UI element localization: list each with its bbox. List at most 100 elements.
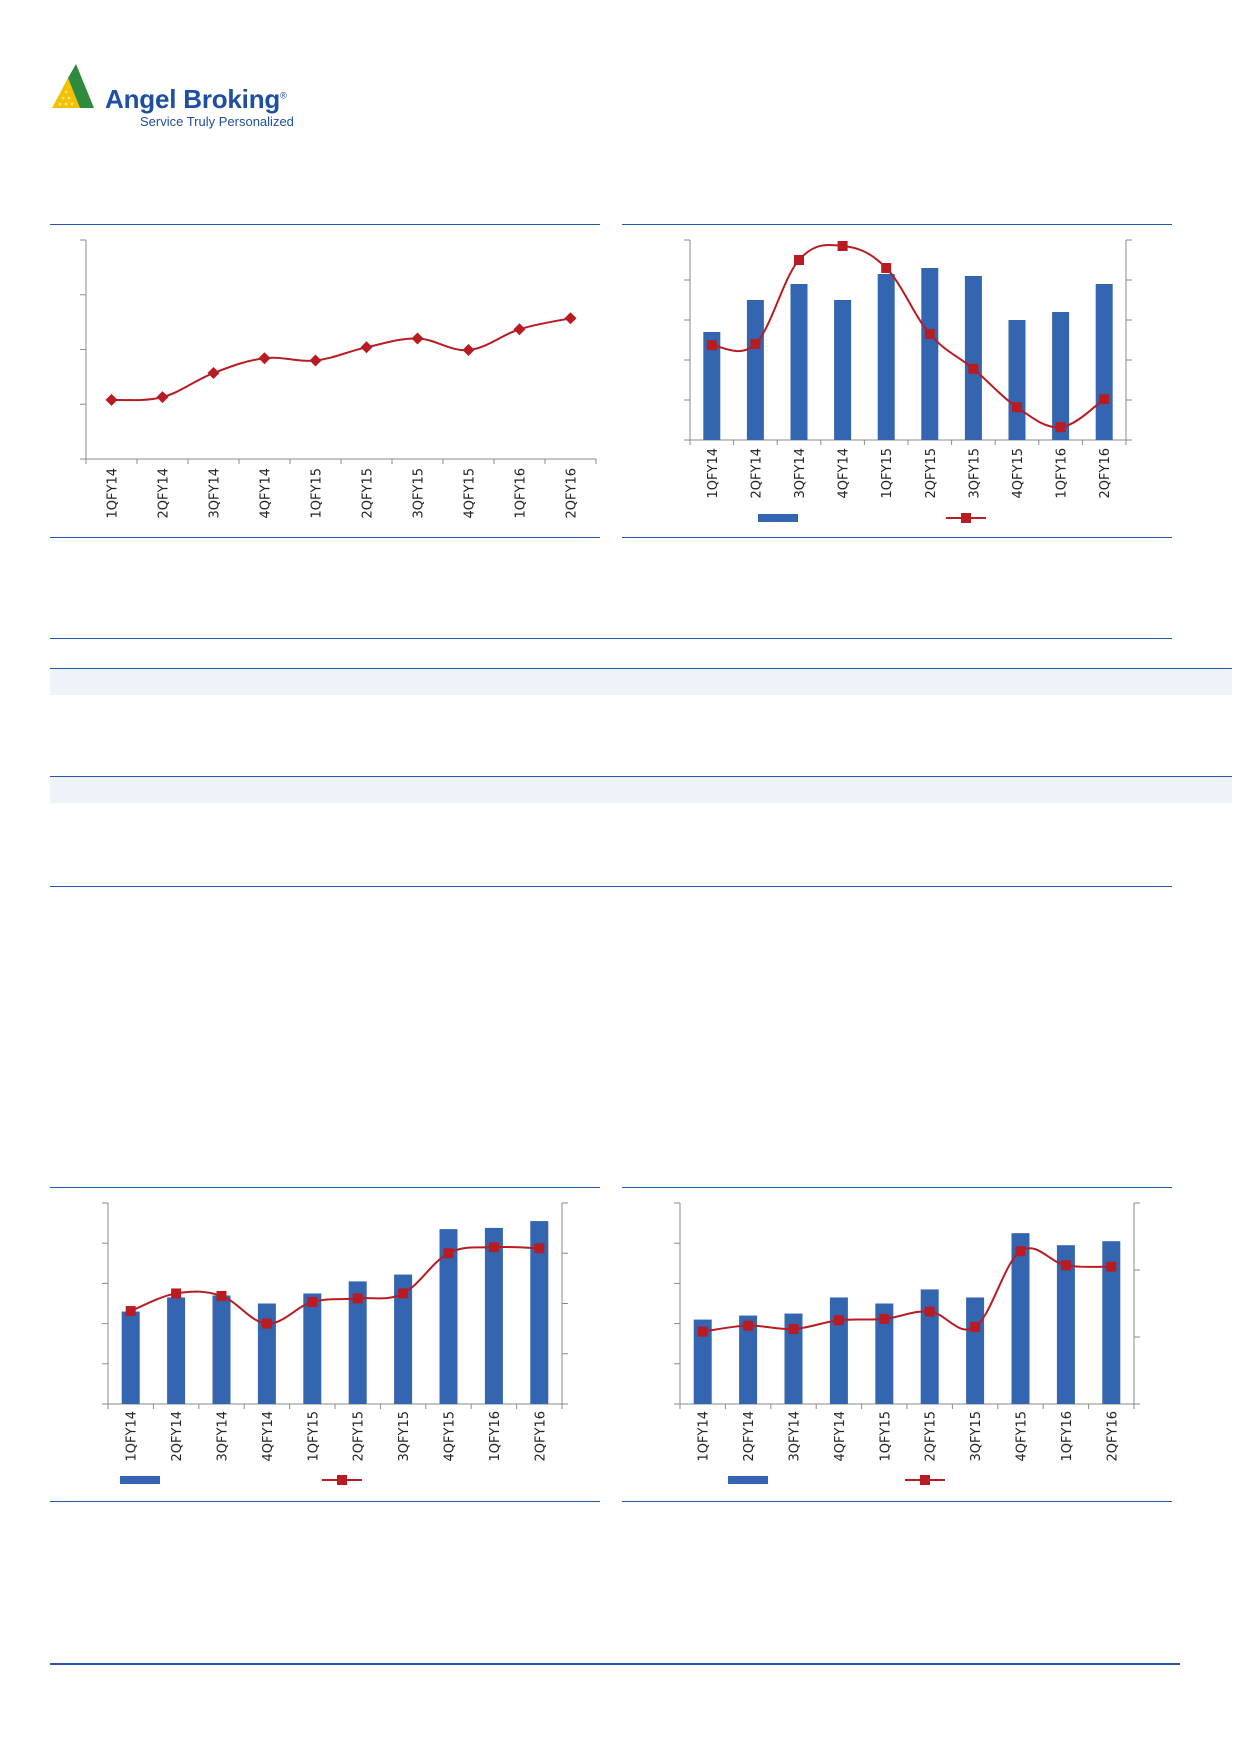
table-header-band-2	[50, 776, 1232, 803]
chart1-bottom-rule	[50, 537, 600, 538]
chart-2-point	[750, 339, 761, 349]
chart-3-bar	[167, 1297, 186, 1404]
chart-4-tick-label: 3QFY15	[969, 1411, 984, 1461]
chart-4-point	[1015, 1246, 1026, 1257]
chart1-top-rule	[50, 224, 600, 225]
chart-1-point	[309, 354, 322, 367]
chart-2-tick-label: 1QFY16	[1055, 448, 1070, 498]
chart-3-bar	[394, 1274, 413, 1404]
chart-1-point	[105, 393, 118, 406]
chart-3-point	[352, 1293, 363, 1304]
chart-2-tick-label: 3QFY15	[967, 448, 982, 498]
chart-4-point	[788, 1323, 799, 1334]
chart-3-point	[125, 1306, 136, 1317]
chart-4-bar	[693, 1319, 712, 1404]
chart-1-point	[411, 332, 424, 345]
chart-2-point	[706, 340, 717, 351]
chart-1-point	[462, 344, 475, 357]
chart-2-bar	[703, 332, 721, 440]
chart-4-tick-label: 1QFY16	[1060, 1411, 1075, 1461]
chart-2-bar	[964, 276, 982, 440]
chart-4-tick-label: 2QFY15	[924, 1411, 939, 1461]
chart-4-point	[697, 1326, 708, 1337]
chart-1-point	[156, 391, 169, 404]
chart-1-point	[513, 323, 526, 336]
table-header-band-1	[50, 668, 1232, 695]
chart-4-point	[1106, 1261, 1117, 1272]
chart-4-point	[970, 1321, 981, 1332]
chart-3-point	[261, 1318, 272, 1329]
chart-4-tick-label: 1QFY15	[878, 1411, 893, 1461]
chart-1-tick-label: 3QFY14	[208, 468, 223, 518]
chart-2-tick-label: 2QFY14	[749, 448, 764, 498]
chart-4-point	[743, 1320, 754, 1331]
brand-name: Angel Broking	[105, 84, 281, 114]
section-rule-2	[50, 886, 1172, 887]
chart-2-bar	[1008, 320, 1026, 440]
chart-1-point	[258, 352, 271, 365]
chart-4-tick-label: 2QFY14	[742, 1411, 757, 1461]
chart-4-bar	[784, 1313, 803, 1404]
chart-3-bar	[484, 1227, 503, 1404]
chart-2-legend-line-marker	[961, 513, 971, 523]
chart-3-tick-label: 2QFY14	[170, 1411, 185, 1461]
chart-2-tick-label: 1QFY15	[880, 448, 895, 498]
chart-3-point	[534, 1243, 545, 1254]
chart-1-tick-label: 4QFY14	[259, 468, 274, 518]
chart-3-point	[398, 1288, 409, 1299]
chart-3-tick-label: 3QFY14	[216, 1411, 231, 1461]
chart-2-bar	[921, 268, 939, 440]
registered-mark: ®	[280, 90, 287, 101]
chart-4-tick-label: 2QFY16	[1105, 1411, 1120, 1461]
chart-3-tick-label: 1QFY16	[488, 1411, 503, 1461]
chart-3-tick-label: 4QFY15	[443, 1411, 458, 1461]
chart-3-tick-label: 2QFY15	[352, 1411, 367, 1461]
chart-3-bar	[303, 1293, 322, 1404]
chart-1-series-line	[111, 317, 571, 402]
chart-2-bar	[877, 274, 895, 440]
chart-4-point	[833, 1315, 844, 1326]
chart-2-point	[1099, 394, 1110, 405]
chart4-top-rule	[622, 1187, 1172, 1188]
chart-1-point	[564, 312, 577, 325]
section-rule-1	[50, 638, 1172, 639]
chart-3-point	[488, 1242, 499, 1253]
chart-4-bar	[920, 1289, 939, 1404]
chart-3-legend-line-marker	[337, 1475, 347, 1485]
chart-4-tick-label: 4QFY15	[1015, 1411, 1030, 1461]
chart-4-point	[879, 1313, 890, 1324]
chart-3-point	[307, 1296, 318, 1307]
chart-4-tick-label: 3QFY14	[788, 1411, 803, 1461]
chart-2-legend-bar-swatch	[758, 514, 798, 522]
chart-3-tick-label: 3QFY15	[397, 1411, 412, 1461]
chart-1-tick-label: 2QFY15	[361, 468, 376, 518]
chart-3-bar	[121, 1311, 140, 1404]
chart-2-tick-label: 2QFY16	[1098, 448, 1113, 498]
chart3-top-rule	[50, 1187, 600, 1188]
brand-tagline: Service Truly Personalized	[140, 114, 294, 129]
chart-4-bar	[1011, 1233, 1030, 1404]
chart-3-point	[443, 1248, 454, 1259]
chart-3-tick-label: 1QFY14	[125, 1411, 140, 1461]
chart-3-bar	[439, 1229, 458, 1404]
chart-2-bar	[1095, 284, 1113, 440]
angel-pyramid-icon	[52, 64, 94, 108]
chart-2-point	[968, 363, 979, 374]
chart-1-tick-label: 3QFY15	[412, 468, 427, 518]
chart2-bottom-rule	[622, 537, 1172, 538]
chart-1-tick-label: 1QFY14	[106, 468, 121, 518]
chart-4-bar	[829, 1297, 848, 1404]
chart-4-legend-bar-swatch	[728, 1476, 768, 1484]
chart-1-tick-label: 1QFY16	[514, 468, 529, 518]
brand-logo	[50, 64, 300, 136]
chart-3-series-line	[130, 1245, 540, 1325]
chart-2-tick-label: 1QFY14	[706, 448, 721, 498]
chart-4-bar	[739, 1315, 758, 1404]
chart-2-point	[1012, 402, 1022, 413]
chart-4-bar	[966, 1297, 985, 1404]
chart-4-legend-line-marker	[920, 1475, 930, 1485]
chart-2-point	[881, 263, 892, 273]
chart-1-point	[360, 341, 373, 354]
chart-2-bar	[746, 300, 764, 440]
